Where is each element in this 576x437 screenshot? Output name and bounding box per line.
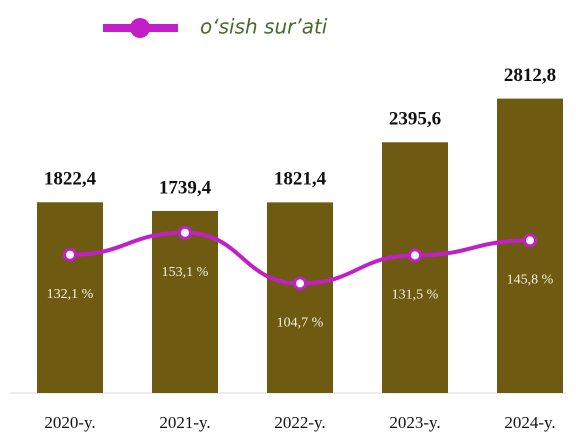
growth-point xyxy=(523,233,537,248)
x-tick-label: 2023-y. xyxy=(389,413,440,432)
x-tick-label: 2021-y. xyxy=(159,413,210,432)
x-tick-label: 2020-y. xyxy=(44,413,95,432)
growth-point xyxy=(63,247,77,262)
growth-label: 131,5 % xyxy=(392,288,439,303)
growth-label: 132,1 % xyxy=(47,287,94,302)
growth-point xyxy=(178,225,192,240)
bar-value-label: 2812,8 xyxy=(504,65,556,86)
growth-label: 145,8 % xyxy=(507,273,554,288)
bar xyxy=(152,210,218,393)
x-tick-label: 2024-y. xyxy=(504,413,555,432)
legend-label: o‘sish sur’ati xyxy=(200,15,328,39)
bar-value-label: 1739,4 xyxy=(159,177,212,198)
bar-value-label: 1821,4 xyxy=(274,169,327,190)
growth-point xyxy=(293,276,307,291)
bar xyxy=(37,202,103,393)
bar xyxy=(267,202,333,393)
growth-label: 104,7 % xyxy=(277,316,324,331)
growth-label: 153,1 % xyxy=(162,265,209,280)
growth-point xyxy=(408,248,422,263)
bar-value-label: 2395,6 xyxy=(389,109,441,130)
x-tick-label: 2022-y. xyxy=(274,413,325,432)
bar xyxy=(382,142,448,393)
legend-marker xyxy=(130,18,150,38)
bar-value-label: 1822,4 xyxy=(44,169,97,190)
